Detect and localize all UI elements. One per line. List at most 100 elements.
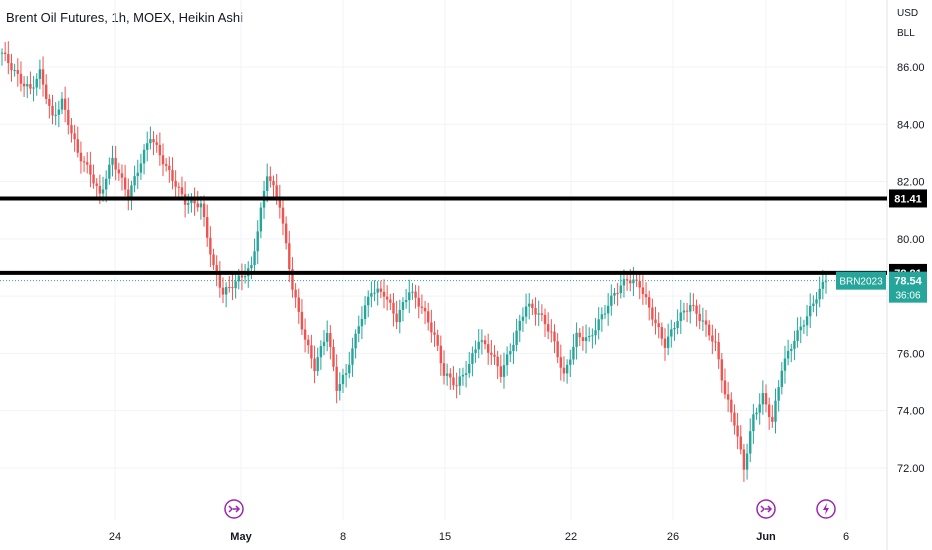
candle-body xyxy=(559,357,563,368)
unit-label[interactable]: BLL xyxy=(897,28,915,39)
candle-body xyxy=(761,393,765,405)
candle-body xyxy=(338,384,342,391)
x-tick-label: 8 xyxy=(340,531,346,543)
candle-body xyxy=(610,295,613,306)
candle-body xyxy=(809,306,812,317)
candle-body xyxy=(367,296,370,306)
candle-body xyxy=(660,327,664,339)
x-tick-label: 22 xyxy=(565,531,577,543)
candle-body xyxy=(720,359,724,381)
y-tick-label: 82.00 xyxy=(897,177,925,189)
candle-body xyxy=(648,297,651,308)
candle-body xyxy=(707,324,711,336)
candle-body xyxy=(155,142,158,145)
candle-body xyxy=(240,275,244,278)
candle-body xyxy=(777,387,780,401)
candle-body xyxy=(300,311,304,330)
symbol-label: BRN2023 xyxy=(839,277,883,288)
candle-body xyxy=(237,275,240,282)
candle-body xyxy=(597,319,600,331)
candle-body xyxy=(629,280,632,284)
candle-body xyxy=(812,303,815,307)
candle-body xyxy=(764,393,768,405)
candle-body xyxy=(294,289,297,298)
candle-body xyxy=(281,207,285,224)
candle-body xyxy=(711,335,714,342)
candle-body xyxy=(303,329,307,340)
y-tick-label: 74.00 xyxy=(897,406,925,418)
candle-body xyxy=(641,287,645,295)
candle-body xyxy=(442,363,446,376)
y-tick-label: 84.00 xyxy=(897,119,925,131)
candle-body xyxy=(493,354,496,357)
candle-body xyxy=(104,178,108,190)
candle-body xyxy=(572,346,575,360)
x-tick-label: 15 xyxy=(439,531,451,543)
candle-body xyxy=(221,287,225,295)
candle-body xyxy=(82,161,86,163)
candle-body xyxy=(316,357,319,372)
chart-title: Brent Oil Futures, 1h, MOEX, Heikin Ashi xyxy=(6,10,243,25)
candle-body xyxy=(130,185,133,199)
candle-body xyxy=(790,348,793,351)
candle-body xyxy=(603,313,607,315)
candle-body xyxy=(654,319,657,324)
candle-body xyxy=(70,125,73,134)
candle-body xyxy=(231,287,234,289)
candle-body xyxy=(815,299,818,304)
candle-body xyxy=(404,300,408,303)
candle-body xyxy=(190,199,193,203)
candle-body xyxy=(313,358,316,372)
candle-body xyxy=(278,197,282,208)
bar-countdown: 36:06 xyxy=(895,291,920,302)
candle-body xyxy=(98,185,102,194)
candle-body xyxy=(692,305,695,307)
candle-body xyxy=(168,165,171,171)
y-tick-label: 80.00 xyxy=(897,234,925,246)
candle-body xyxy=(755,412,758,415)
candle-body xyxy=(259,207,263,232)
x-tick-label: 26 xyxy=(667,531,679,543)
candle-body xyxy=(22,83,26,87)
candle-body xyxy=(464,373,468,375)
candle-body xyxy=(142,149,146,164)
candle-body xyxy=(600,314,604,320)
candle-body xyxy=(114,157,117,170)
candle-body xyxy=(575,332,578,347)
candle-body xyxy=(455,385,458,387)
candle-body xyxy=(76,139,79,153)
candle-body xyxy=(199,203,203,208)
candle-body xyxy=(433,332,436,335)
candle-body xyxy=(496,356,499,367)
candle-body xyxy=(562,367,566,374)
candle-body xyxy=(745,453,749,470)
candle-body xyxy=(215,265,218,275)
level-price-label: 81.41 xyxy=(894,193,922,205)
candle-body xyxy=(714,341,717,343)
candle-body xyxy=(60,98,64,110)
candle-body xyxy=(524,306,528,317)
candle-body xyxy=(786,350,790,359)
candle-body xyxy=(682,310,686,313)
candle-body xyxy=(376,288,379,293)
candle-body xyxy=(209,237,212,255)
candle-body xyxy=(360,319,364,327)
candle-body xyxy=(452,377,455,386)
candle-body xyxy=(310,345,313,359)
candle-body xyxy=(625,279,629,281)
candle-body xyxy=(695,305,698,314)
currency-label[interactable]: USD xyxy=(897,8,919,19)
candle-body xyxy=(581,337,585,342)
level-price-badge xyxy=(889,189,927,208)
candle-body xyxy=(685,310,689,312)
candle-body xyxy=(187,202,190,205)
candle-body xyxy=(234,281,237,289)
candle-body xyxy=(486,344,490,353)
candle-body xyxy=(180,187,184,195)
candle-body xyxy=(474,349,477,354)
candle-body xyxy=(802,325,806,327)
candle-body xyxy=(477,341,480,350)
candle-body xyxy=(644,294,648,298)
candle-body xyxy=(253,251,256,266)
